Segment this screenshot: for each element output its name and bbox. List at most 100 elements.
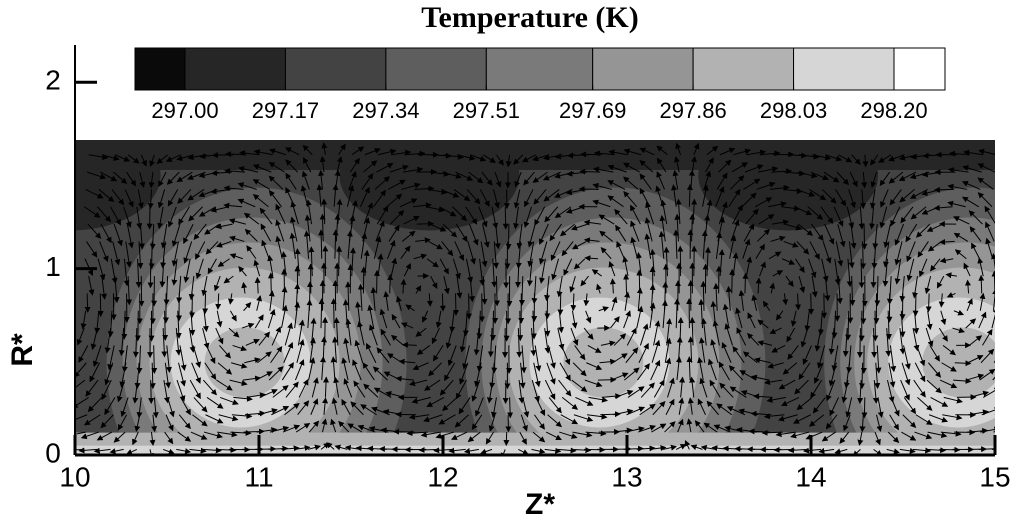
colorbar-tick-label: 297.51: [453, 98, 520, 123]
velocity-arrow: [623, 162, 640, 173]
velocity-arrow: [769, 282, 776, 294]
velocity-arrow: [925, 327, 934, 348]
velocity-arrow: [899, 447, 916, 454]
velocity-arrow: [193, 397, 208, 413]
velocity-arrow: [117, 414, 128, 431]
velocity-arrow: [157, 189, 166, 209]
velocity-arrow: [149, 224, 156, 250]
velocity-arrow: [754, 197, 773, 208]
velocity-arrow: [333, 376, 340, 398]
velocity-arrow: [660, 199, 668, 225]
velocity-arrow: [505, 154, 512, 168]
velocity-arrow: [831, 310, 838, 339]
velocity-arrow: [463, 448, 479, 454]
velocity-arrow: [205, 241, 219, 255]
velocity-arrow: [409, 379, 428, 387]
velocity-arrow: [396, 295, 402, 311]
velocity-arrow: [857, 431, 864, 446]
velocity-arrow: [768, 251, 782, 260]
velocity-arrow: [689, 316, 696, 346]
velocity-arrow: [811, 276, 818, 298]
velocity-arrow: [109, 448, 124, 455]
velocity-arrow: [374, 176, 390, 190]
velocity-arrow: [831, 345, 839, 372]
velocity-arrow: [978, 274, 985, 294]
velocity-arrow: [538, 223, 549, 245]
velocity-arrow: [255, 371, 273, 381]
colorbar: 297.00 297.17 297.34 297.51 297.69 297.86 298.…: [134, 47, 946, 123]
velocity-arrow: [137, 189, 144, 209]
velocity-arrow: [319, 213, 326, 242]
contour-region: [339, 140, 520, 231]
velocity-arrow: [947, 200, 966, 208]
velocity-arrow: [355, 301, 362, 329]
velocity-arrow: [189, 447, 207, 454]
velocity-arrow: [738, 289, 745, 311]
colorbar-bin: [184, 47, 286, 91]
velocity-arrow: [405, 304, 415, 312]
velocity-arrow: [570, 293, 577, 312]
velocity-arrow: [158, 171, 167, 188]
velocity-arrow: [245, 338, 260, 346]
velocity-arrow: [494, 276, 501, 307]
velocity-arrow: [233, 395, 253, 402]
velocity-arrow: [757, 319, 769, 329]
velocity-arrow: [402, 166, 424, 173]
velocity-arrow: [584, 255, 599, 262]
velocity-arrow: [330, 298, 337, 329]
velocity-arrow: [363, 160, 378, 173]
velocity-arrow: [211, 152, 234, 159]
velocity-arrow: [473, 328, 480, 356]
velocity-arrow: [757, 340, 773, 347]
velocity-arrow: [639, 403, 656, 416]
velocity-arrow: [993, 360, 995, 363]
velocity-arrow: [690, 155, 697, 173]
velocity-arrow: [453, 189, 471, 202]
velocity-arrow: [442, 223, 458, 238]
velocity-arrow: [439, 258, 449, 275]
velocity-arrow: [758, 214, 775, 225]
velocity-arrow: [795, 188, 816, 197]
velocity-arrow: [917, 241, 929, 258]
velocity-arrow: [330, 418, 337, 433]
velocity-arrow: [879, 171, 891, 187]
velocity-arrow: [246, 245, 257, 260]
velocity-arrow: [252, 179, 271, 190]
velocity-arrow: [96, 431, 113, 441]
velocity-arrow: [822, 189, 837, 204]
velocity-arrow: [703, 170, 712, 190]
velocity-arrow: [848, 241, 855, 269]
velocity-arrow: [438, 414, 456, 425]
velocity-arrow: [906, 258, 915, 282]
velocity-arrow: [775, 310, 784, 321]
velocity-arrow: [443, 153, 464, 160]
velocity-arrow: [570, 327, 579, 346]
velocity-arrow: [927, 431, 948, 439]
velocity-arrow: [272, 385, 289, 398]
velocity-arrow: [571, 310, 578, 329]
velocity-arrow: [569, 275, 576, 293]
velocity-arrow: [237, 198, 256, 208]
velocity-arrow: [889, 414, 899, 431]
velocity-arrow: [121, 345, 128, 373]
velocity-arrow: [284, 322, 293, 346]
velocity-arrow: [149, 432, 156, 446]
velocity-arrow: [534, 206, 546, 226]
velocity-arrow: [915, 223, 931, 238]
velocity-arrow: [624, 426, 645, 433]
velocity-arrow: [833, 206, 844, 227]
velocity-arrow: [954, 249, 967, 260]
velocity-arrow: [703, 422, 718, 433]
velocity-arrow: [215, 293, 222, 310]
velocity-arrow: [764, 379, 783, 386]
velocity-arrow: [296, 339, 305, 363]
velocity-arrow: [332, 229, 339, 259]
velocity-arrow: [783, 240, 799, 248]
velocity-arrow: [303, 230, 310, 259]
velocity-arrow: [442, 397, 458, 412]
velocity-arrow: [341, 398, 351, 415]
velocity-arrow: [101, 154, 120, 161]
velocity-arrow: [494, 171, 502, 188]
velocity-arrow: [710, 339, 719, 363]
velocity-arrow: [354, 339, 364, 363]
